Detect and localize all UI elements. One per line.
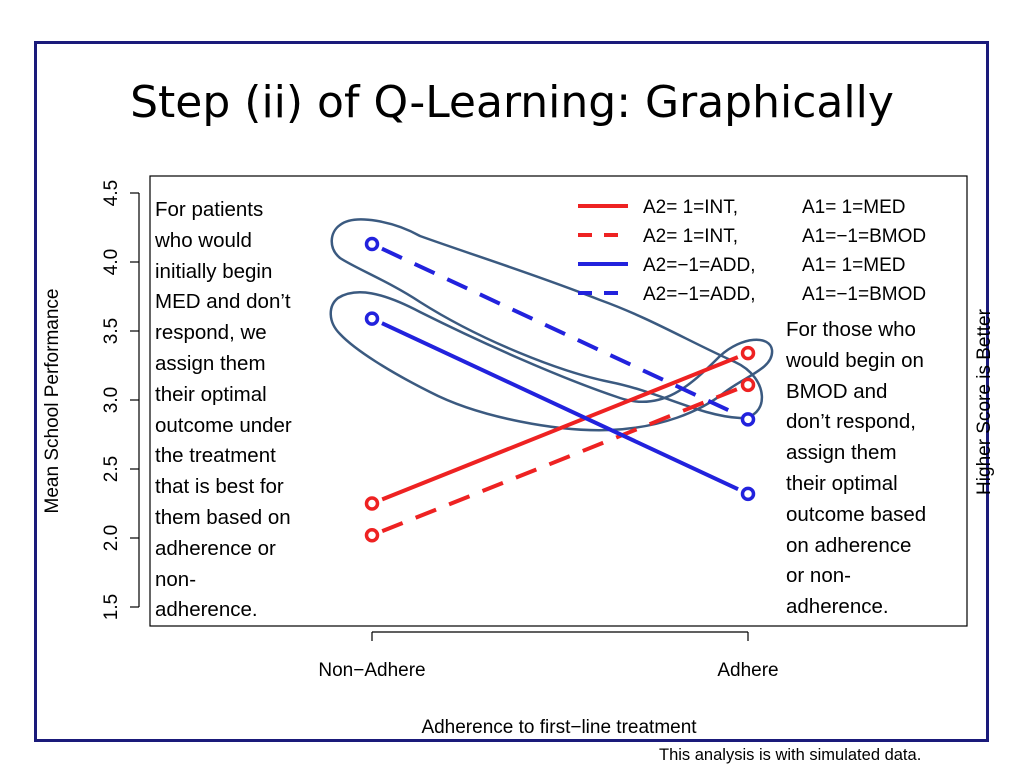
y-tick-label: 3.5 bbox=[101, 318, 122, 344]
y-tick-label: 2.5 bbox=[101, 456, 122, 482]
data-point-1-2 bbox=[740, 345, 756, 361]
data-point-2-1 bbox=[364, 527, 380, 543]
x-axis-label: Adherence to first−line treatment bbox=[421, 717, 697, 738]
series-line-2 bbox=[381, 387, 739, 534]
legend-label-a1: A1= 1=MED bbox=[802, 255, 906, 276]
legend-label-a2: A2= 1=INT, bbox=[643, 226, 738, 247]
data-point-2-2 bbox=[740, 377, 756, 393]
legend-label-a2: A2= 1=INT, bbox=[643, 197, 738, 218]
annotation-left: For patients who would initially begin M… bbox=[155, 198, 292, 622]
y-tick-label: 2.0 bbox=[101, 525, 122, 551]
series-line-4 bbox=[381, 246, 739, 417]
y-axis-label: Mean School Performance bbox=[42, 289, 63, 514]
data-point-4-2 bbox=[740, 412, 756, 427]
series-line-3 bbox=[381, 321, 739, 492]
y-tick-label: 4.5 bbox=[101, 180, 122, 206]
legend-label-a2: A2=−1=ADD, bbox=[643, 255, 756, 276]
legend-label-a2: A2=−1=ADD, bbox=[643, 284, 756, 305]
data-point-1-1 bbox=[364, 496, 380, 511]
slide-frame bbox=[34, 41, 989, 742]
highlight-outline-2 bbox=[329, 291, 774, 432]
data-point-3-1 bbox=[364, 311, 380, 326]
plot-box bbox=[149, 175, 968, 627]
y-tick-label: 3.0 bbox=[101, 387, 122, 413]
legend-label-a1: A1=−1=BMOD bbox=[802, 284, 926, 305]
legend-label-a1: A1= 1=MED bbox=[802, 197, 906, 218]
series-line-1 bbox=[381, 355, 739, 502]
data-point-3-2 bbox=[740, 486, 756, 502]
slide-title: Step (ii) of Q-Learning: Graphically bbox=[130, 77, 894, 128]
data-point-4-1 bbox=[364, 236, 380, 252]
annotation-right: For those who would begin on BMOD and do… bbox=[786, 318, 927, 619]
legend-label-a1: A1=−1=BMOD bbox=[802, 226, 926, 247]
y-tick-label: 1.5 bbox=[101, 594, 122, 620]
x-tick-label: Non−Adhere bbox=[318, 660, 425, 681]
x-tick-label: Adhere bbox=[717, 660, 778, 681]
footer-note: This analysis is with simulated data. bbox=[659, 746, 922, 764]
side-label: Higher Score is Better bbox=[974, 308, 995, 495]
y-tick-label: 4.0 bbox=[101, 249, 122, 275]
